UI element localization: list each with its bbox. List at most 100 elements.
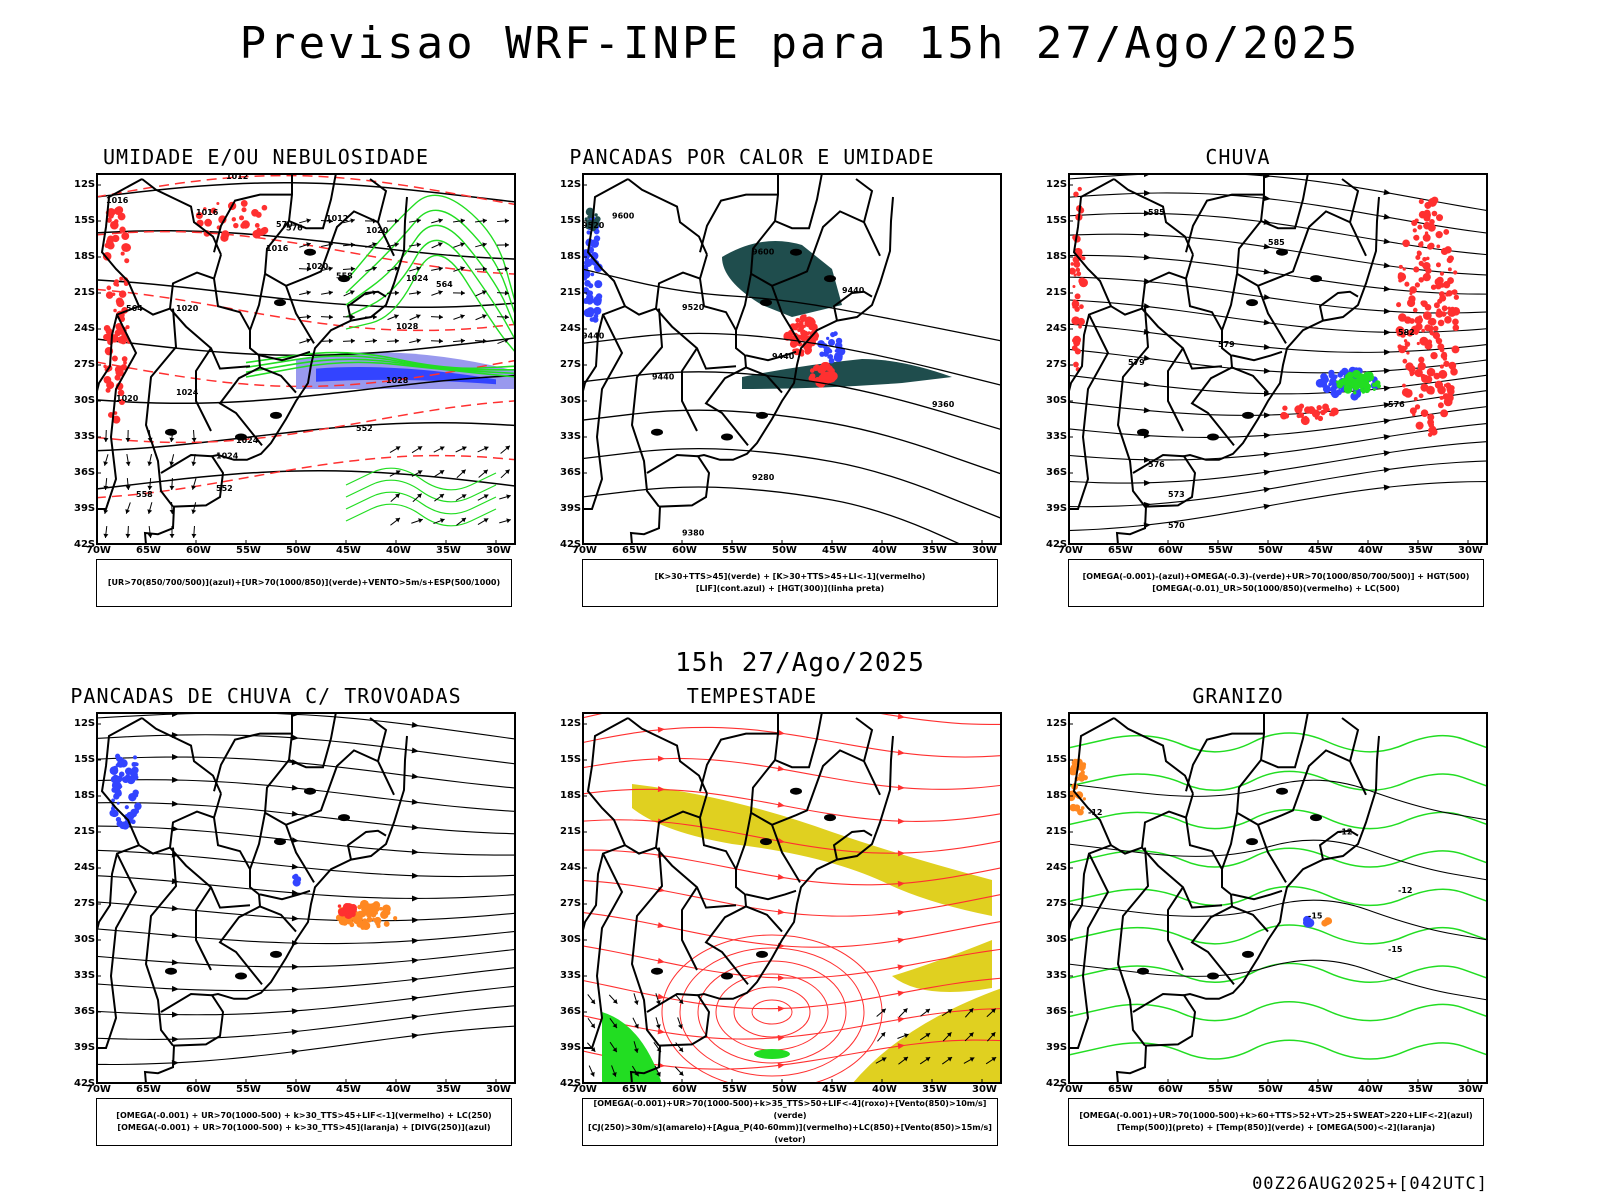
lat-tick-label: 18S (560, 790, 582, 801)
panel-title: UMIDADE E/OU NEBULOSIDADE (102, 145, 430, 169)
lat-tick-label: 36S (1046, 467, 1068, 478)
svg-text:1012: 1012 (326, 214, 348, 223)
svg-text:1024: 1024 (406, 274, 429, 283)
svg-text:573: 573 (1168, 490, 1185, 499)
lat-tick-label: 42S (560, 539, 582, 550)
lon-tick-label: 60W (186, 545, 211, 556)
lat-tick-label: 27S (1046, 898, 1068, 909)
lon-tick-label: 45W (822, 1084, 847, 1095)
lon-tick-label: 50W (1258, 1084, 1283, 1095)
map-plot[interactable] (96, 712, 516, 1084)
lon-tick-label: 65W (136, 545, 161, 556)
svg-text:576: 576 (1148, 460, 1165, 469)
svg-text:1024: 1024 (216, 452, 239, 461)
lon-tick-label: 45W (336, 1084, 361, 1095)
panel-tempestade[interactable]: TEMPESTADE 12S 15S 18S 21S 24S 27S 30S 33S 36S 39S… (522, 684, 1022, 1184)
lat-tick-label: 24S (560, 862, 582, 873)
lat-tick-label: 39S (1046, 503, 1068, 514)
lon-tick-label: 35W (436, 1084, 461, 1095)
lat-tick-label: 27S (560, 359, 582, 370)
legend-box: [OMEGA(-0.001) + UR>70(1000-500) + k>30_… (96, 1098, 512, 1146)
run-timestamp: 00Z26AUG2025+[042UTC] (1252, 1174, 1488, 1194)
lon-tick-label: 60W (1158, 545, 1183, 556)
svg-text:-12: -12 (1398, 886, 1412, 895)
lat-tick-label: 33S (74, 431, 96, 442)
panel-title: PANCADAS DE CHUVA C/ TROVOADAS (70, 684, 462, 708)
lon-tick-label: 70W (572, 545, 597, 556)
map-plot[interactable]: 585 585 582 579 579 576 576 573 570 (1068, 173, 1488, 545)
lat-tick-label: 12S (1046, 179, 1068, 190)
lon-tick-label: 70W (86, 545, 111, 556)
lat-tick-label: 36S (74, 1006, 96, 1017)
svg-text:576: 576 (286, 224, 303, 233)
lon-tick-label: 35W (922, 1084, 947, 1095)
panel-trovoadas[interactable]: PANCADAS DE CHUVA C/ TROVOADAS 12S 15S 18S 2… (36, 684, 536, 1184)
svg-text:1016: 1016 (196, 208, 219, 217)
legend-line: [OMEGA(-0.001)-(azul)+OMEGA(-0.3)-(verde… (1082, 572, 1470, 581)
lon-tick-label: 30W (486, 1084, 511, 1095)
lat-tick-label: 18S (1046, 790, 1068, 801)
lon-tick-label: 30W (1458, 545, 1483, 556)
map-plot[interactable]: 1012 1016 1016 1016 1012 1020 1020 1024 1020 1024… (96, 173, 516, 545)
map-plot[interactable]: -12 -12 -12 -15 -15 (1068, 712, 1488, 1084)
svg-text:9440: 9440 (652, 372, 675, 381)
lon-tick-label: 40W (1358, 545, 1383, 556)
forecast-time-subtitle: 15h 27/Ago/2025 (675, 648, 925, 678)
lon-tick-label: 40W (872, 545, 897, 556)
map-canvas: 585 585 582 579 579 576 576 573 570 (1068, 173, 1488, 545)
map-canvas (96, 712, 516, 1084)
lat-tick-label: 36S (1046, 1006, 1068, 1017)
panel-granizo[interactable]: GRANIZO -12 -12 -12 -15 -15 12S 15S 18S 21S 24S 27S… (1008, 684, 1508, 1184)
map-plot[interactable] (582, 712, 1002, 1084)
svg-text:585: 585 (1148, 208, 1165, 217)
svg-text:9380: 9380 (682, 528, 705, 537)
legend-line: [CJ(250)>30m/s](amarelo)+[Agua_P(40-60mm… (588, 1123, 992, 1144)
legend-line: [LIF](cont.azul) + [HGT(300)](linha pret… (695, 584, 885, 593)
svg-text:9440: 9440 (842, 286, 865, 295)
panel-chuva[interactable]: CHUVA 585 585 582 579 579 576 576 573 570 12S 15S 18… (1008, 145, 1508, 645)
lon-tick-label: 55W (236, 545, 261, 556)
map-canvas: 9520960096009520944094409440944093609280… (582, 173, 1002, 545)
svg-text:1012: 1012 (226, 173, 248, 181)
lat-tick-label: 12S (560, 179, 582, 190)
lat-tick-label: 21S (74, 826, 96, 837)
svg-text:-15: -15 (1388, 945, 1403, 954)
lat-tick-label: 27S (560, 898, 582, 909)
svg-text:1024: 1024 (236, 436, 259, 445)
svg-text:1020: 1020 (176, 304, 199, 313)
svg-text:570: 570 (276, 220, 293, 229)
legend-line: [Temp(500)](preto) + [Temp(850)](verde) … (1116, 1123, 1436, 1132)
lon-tick-label: 45W (336, 545, 361, 556)
legend-line: [K>30+TTS>45](verde) + [K>30+TTS>45+LI<-… (654, 572, 926, 581)
svg-text:579: 579 (1128, 358, 1145, 367)
lon-tick-label: 55W (1208, 1084, 1233, 1095)
legend-box: [K>30+TTS>45](verde) + [K>30+TTS>45+LI<-… (582, 559, 998, 607)
lon-tick-label: 65W (622, 1084, 647, 1095)
svg-text:1016: 1016 (266, 244, 289, 253)
panel-title: PANCADAS POR CALOR E UMIDADE (569, 145, 935, 169)
svg-text:576: 576 (1388, 400, 1405, 409)
lat-tick-label: 33S (560, 970, 582, 981)
lat-tick-label: 30S (74, 395, 96, 406)
lon-tick-label: 65W (136, 1084, 161, 1095)
lon-tick-label: 55W (722, 545, 747, 556)
map-canvas: 1012 1016 1016 1016 1012 1020 1020 1024 1020 1024… (96, 173, 516, 545)
lat-tick-label: 18S (1046, 251, 1068, 262)
panel-pancadas-calor[interactable]: PANCADAS POR CALOR E UMIDADE 9520 9600 9600… (522, 145, 1022, 645)
lon-tick-label: 65W (1108, 545, 1133, 556)
svg-text:9600: 9600 (612, 212, 635, 221)
lat-tick-label: 39S (74, 503, 96, 514)
lon-tick-label: 40W (872, 1084, 897, 1095)
lon-tick-label: 70W (86, 1084, 111, 1095)
lat-tick-label: 24S (74, 323, 96, 334)
lat-tick-label: 33S (560, 431, 582, 442)
legend-box: [OMEGA(-0.001)-(azul)+OMEGA(-0.3)-(verde… (1068, 559, 1484, 607)
lat-tick-label: 24S (74, 862, 96, 873)
svg-text:9280: 9280 (752, 473, 775, 482)
lat-tick-label: 21S (560, 287, 582, 298)
panel-umidade[interactable]: UMIDADE E/OU NEBULOSIDADE 1012 1016 1016 101… (36, 145, 536, 645)
map-plot[interactable]: 9520 9600 9600 9520 9440 9440 9440 9440 9360 9280… (582, 173, 1002, 545)
lon-tick-label: 35W (922, 545, 947, 556)
lon-tick-label: 55W (1208, 545, 1233, 556)
lat-tick-label: 36S (560, 467, 582, 478)
